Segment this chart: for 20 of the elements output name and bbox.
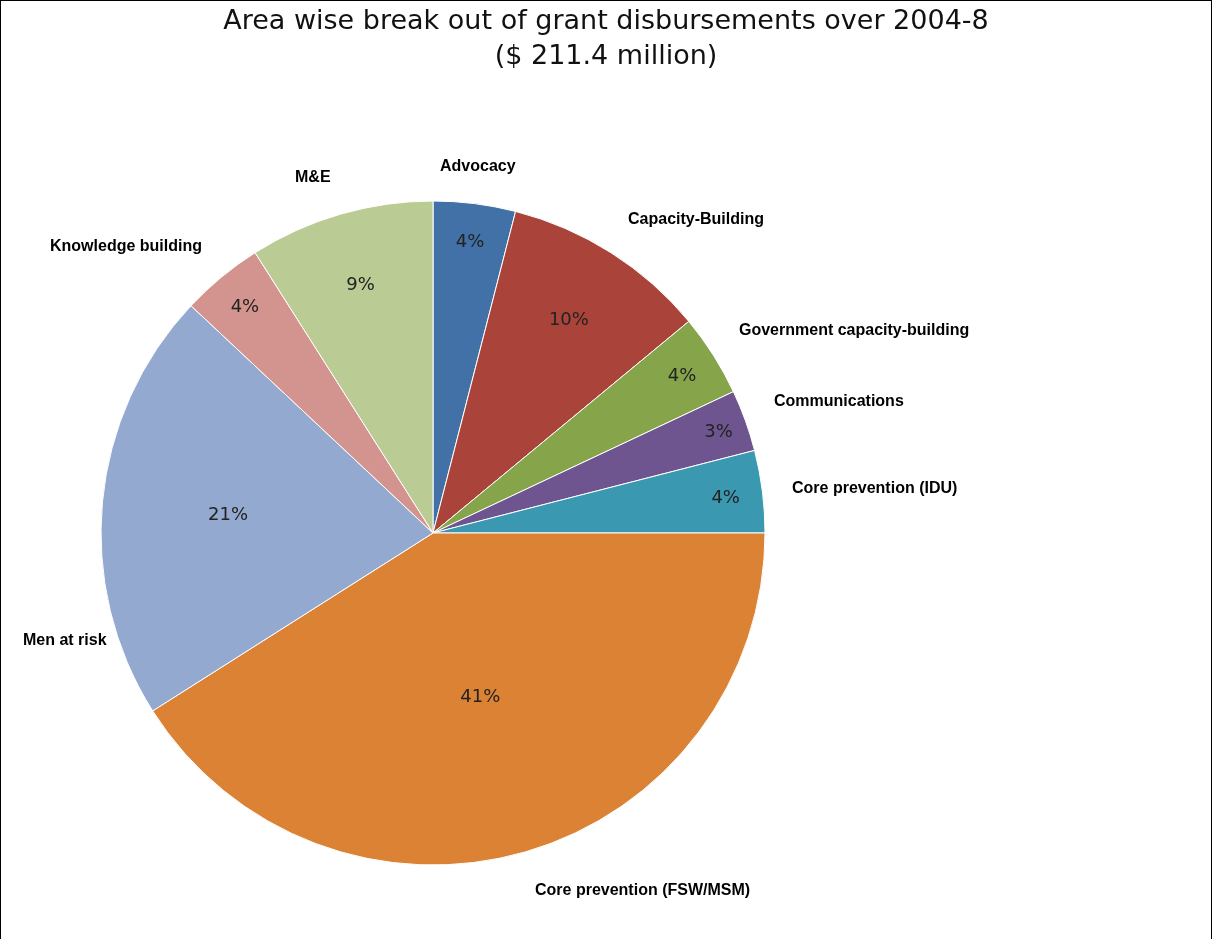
data-label: 4% — [667, 364, 697, 386]
slice-label: Core prevention (FSW/MSM) — [535, 881, 751, 898]
slice-label: Government capacity-building — [739, 321, 970, 338]
data-label: 41% — [460, 685, 501, 707]
slice-label: Communications — [774, 392, 904, 409]
slice-label: Capacity-Building — [628, 210, 765, 227]
slice-label: Knowledge building — [50, 237, 202, 254]
slice-label: M&E — [295, 168, 331, 185]
data-label: 4% — [230, 295, 260, 317]
chart-subtitle: ($ 211.4 million) — [494, 39, 718, 71]
slice-label: Core prevention (IDU) — [792, 479, 958, 496]
data-label: 4% — [455, 229, 485, 251]
data-label: 10% — [548, 308, 589, 330]
slice-label: Men at risk — [23, 631, 107, 648]
data-label: 4% — [711, 485, 740, 507]
data-label: 21% — [208, 503, 249, 525]
chart-title: Area wise break out of grant disbursements over 2004-8 — [223, 4, 989, 35]
slice-label: Advocacy — [440, 157, 516, 174]
data-label: 9% — [346, 273, 375, 295]
data-label: 3% — [704, 419, 733, 441]
